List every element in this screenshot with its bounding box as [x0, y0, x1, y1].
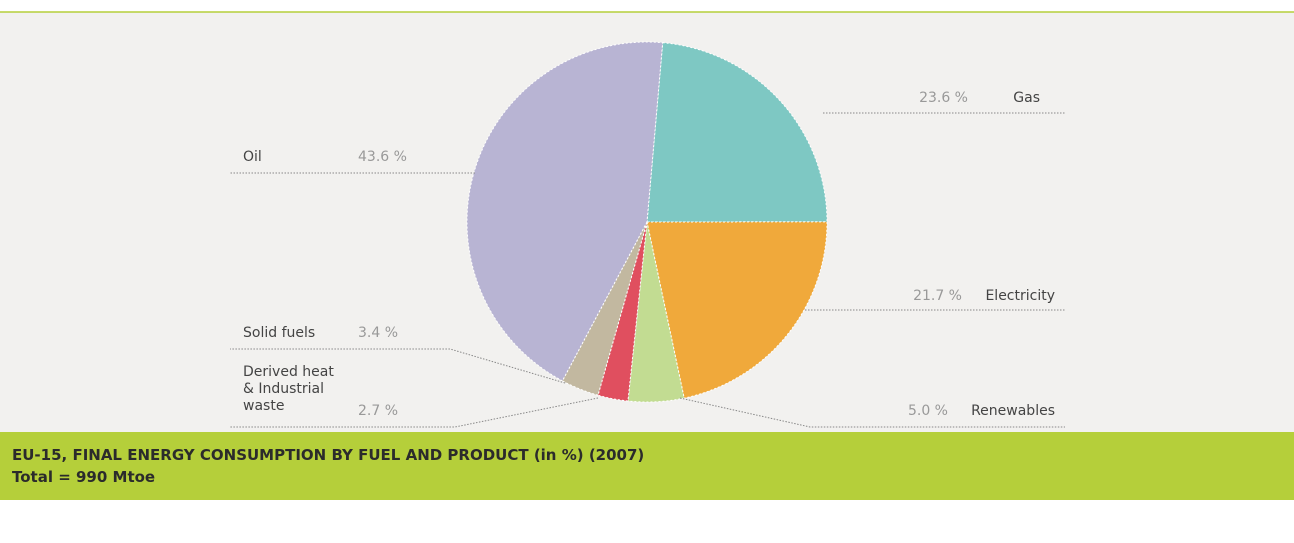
leader-line: [230, 397, 599, 428]
value-label: 3.4 %: [358, 325, 399, 341]
leader-line: [230, 348, 566, 384]
category-label: Derived heat & Industrial waste: [243, 364, 334, 414]
pie-slice: [646, 42, 828, 223]
category-label: Renewables: [971, 403, 1055, 419]
value-label: 2.7 %: [358, 403, 399, 419]
category-label: Solid fuels: [243, 325, 316, 341]
leader-line: [679, 397, 1065, 428]
value-label: 23.6 %: [919, 90, 968, 106]
category-label: Oil: [243, 149, 262, 165]
pie-slice: [597, 221, 648, 402]
category-label: Gas: [1013, 90, 1040, 106]
pie-slice: [646, 221, 828, 399]
pie-slice: [627, 221, 685, 403]
value-label: 43.6 %: [358, 149, 407, 165]
category-label: Electricity: [985, 288, 1055, 304]
caption-banner: EU-15, FINAL ENERGY CONSUMPTION BY FUEL …: [0, 432, 1294, 500]
value-label: 5.0 %: [907, 403, 948, 419]
chart-subtitle: Total = 990 Mtoe: [12, 468, 156, 486]
pie-slice: [466, 41, 664, 382]
chart: [0, 11, 1294, 432]
chart-title: EU-15, FINAL ENERGY CONSUMPTION BY FUEL …: [12, 446, 645, 464]
pie-slice: [561, 221, 648, 396]
value-label: 21.7 %: [913, 288, 962, 304]
